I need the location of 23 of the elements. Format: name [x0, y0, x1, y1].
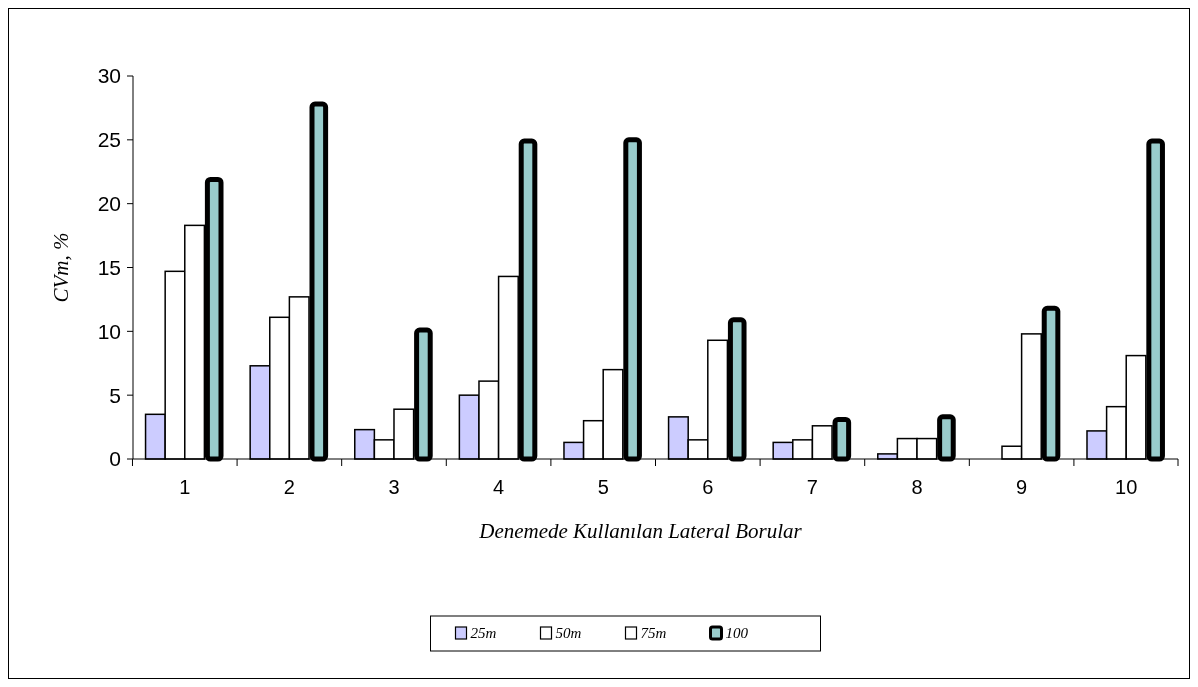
legend-label: 75m	[640, 625, 667, 641]
x-tick-label: 3	[388, 476, 400, 498]
x-tick-label: 5	[597, 476, 609, 498]
x-tick-label: 4	[493, 476, 505, 498]
legend-label: 100	[725, 625, 749, 641]
legend-label: 50m	[555, 625, 582, 641]
y-tick-label: 30	[97, 64, 121, 88]
x-tick-label: 9	[1016, 476, 1028, 498]
x-tick-label: 2	[283, 476, 295, 498]
x-tick-label: 10	[1115, 476, 1138, 498]
x-tick-label: 1	[179, 476, 191, 498]
y-tick-label: 20	[97, 192, 121, 216]
x-tick-label: 7	[806, 476, 818, 498]
y-tick-label: 15	[97, 255, 121, 279]
y-tick-label: 5	[109, 383, 121, 407]
x-tick-label: 8	[911, 476, 923, 498]
y-tick-label: 0	[109, 447, 121, 471]
y-axis-title: CVm, %	[49, 232, 73, 303]
x-axis-title: Denemede Kullanılan Lateral Borular	[478, 519, 803, 543]
y-tick-label: 25	[97, 128, 121, 152]
y-tick-label: 10	[97, 319, 121, 343]
legend-label: 25m	[470, 625, 497, 641]
x-tick-label: 6	[702, 476, 714, 498]
